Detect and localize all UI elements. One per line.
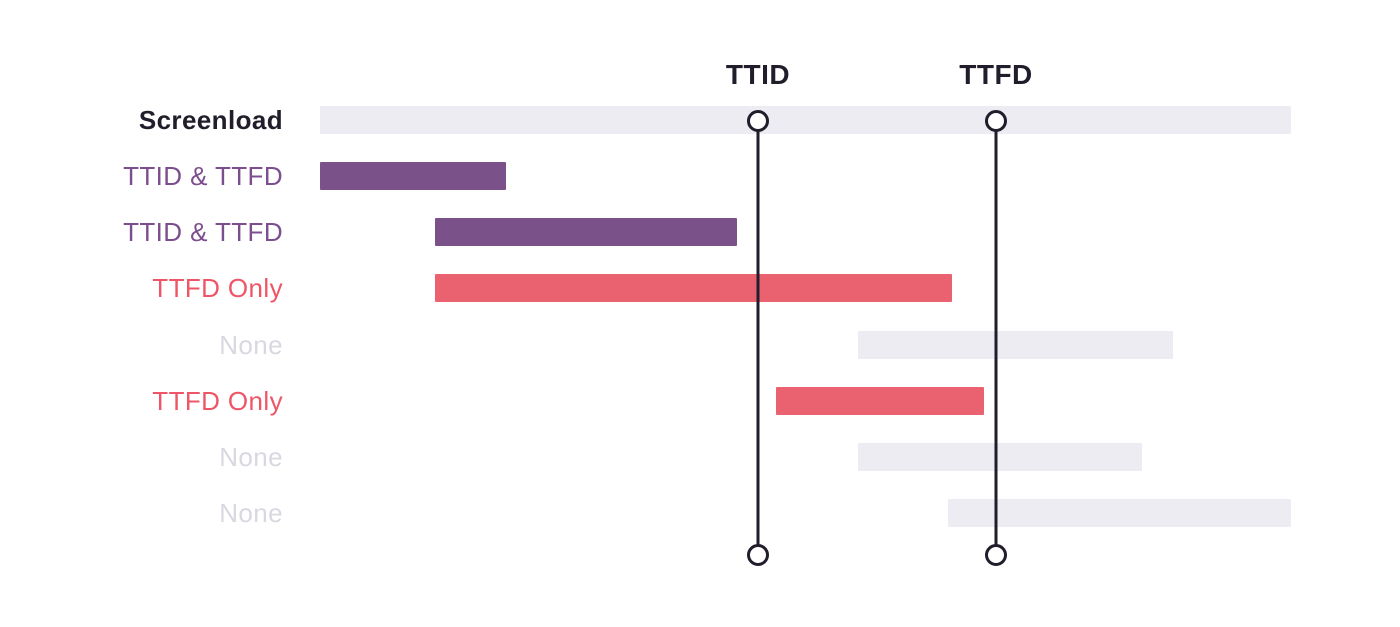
span-bar-8-none [948,499,1291,527]
span-bar-2-ttid_ttfd [320,162,506,190]
span-row-label-6: TTFD Only [152,385,283,416]
span-bar-4-ttfd_only [435,274,952,302]
ttid-marker-label: TTID [725,59,791,90]
span-bar-5-none [858,331,1173,359]
span-row-label-2: TTID & TTFD [123,160,283,191]
span-bar-1-screenload [320,106,1291,134]
span-row-label-7: None [219,441,283,472]
ttid-bottom-circle [747,544,769,566]
span-row-label-3: TTID & TTFD [123,216,283,247]
span-bar-6-ttfd_only [776,387,984,415]
span-row-label-4: TTFD Only [152,272,283,303]
span-row-label-5: None [219,329,283,360]
ttfd-marker-label: TTFD [959,59,1033,90]
span-bar-7-none [858,443,1142,471]
ttid-marker-line [756,121,760,555]
ttfd-marker-line [994,121,998,555]
ttid-top-circle [747,110,769,132]
span-bar-3-ttid_ttfd [435,218,737,246]
span-row-label-8: None [219,497,283,528]
ttfd-bottom-circle [985,544,1007,566]
ttfd-top-circle [985,110,1007,132]
span-row-label-1: Screenload [138,104,283,135]
